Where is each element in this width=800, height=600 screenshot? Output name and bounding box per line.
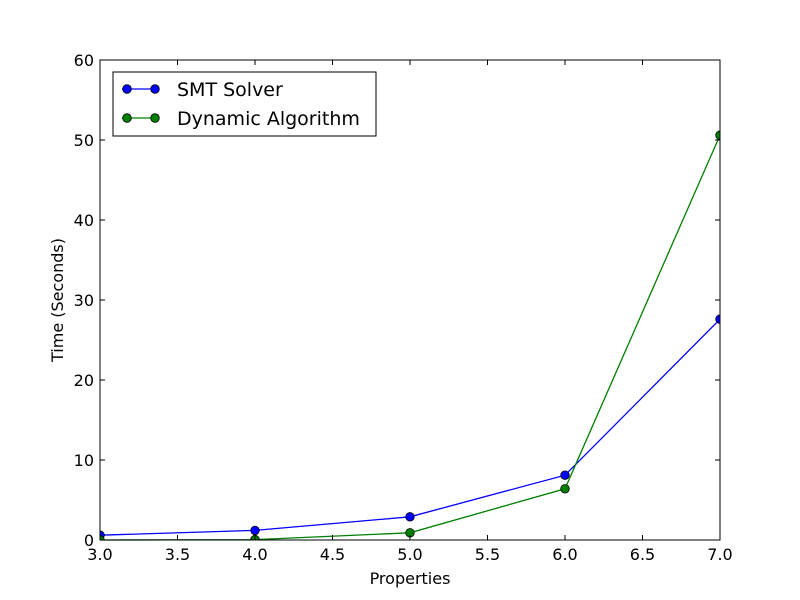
x-tick-label: 3.0 (87, 545, 112, 564)
x-tick-label: 3.5 (165, 545, 190, 564)
y-tick-label: 20 (74, 371, 94, 390)
legend-item: Dynamic Algorithm (122, 108, 360, 130)
legend-marker (150, 84, 160, 94)
legend-label: SMT Solver (177, 79, 283, 101)
ticks-layer: 3.0 3.5 4.0 4.5 5.0 5.5 6.0 6.5 7.0 0 10 20 30 40 50 60 (74, 51, 733, 564)
series-smt-solver (99, 314, 721, 540)
series-dynamic-algorithm (99, 130, 721, 541)
data-point (715, 130, 720, 140)
data-point (100, 535, 105, 540)
series-line (99, 134, 721, 541)
legend-marker (150, 113, 160, 123)
y-tick-label: 50 (74, 131, 94, 150)
x-tick-label: 6.5 (630, 545, 655, 564)
x-tick-label: 5.0 (397, 545, 422, 564)
y-tick-label: 60 (74, 51, 94, 70)
legend-marker (122, 113, 132, 123)
x-tick-label: 4.0 (242, 545, 267, 564)
x-tick-label: 7.0 (707, 545, 732, 564)
x-tick-label: 4.5 (320, 545, 345, 564)
x-axis-label: Properties (370, 569, 451, 588)
y-tick-label: 30 (74, 291, 94, 310)
series-line (99, 318, 721, 536)
data-point (560, 484, 570, 494)
y-tick-label: 40 (74, 211, 94, 230)
data-point (250, 525, 260, 536)
y-axis-label: Time (Seconds) (48, 238, 67, 363)
legend-item: SMT Solver (122, 79, 283, 101)
data-point (715, 314, 720, 324)
legend-box (112, 71, 377, 137)
series-layer (99, 130, 721, 541)
x-tick-label: 6.0 (552, 545, 577, 564)
x-tick-label: 5.5 (475, 545, 500, 564)
legend-marker (122, 84, 132, 94)
data-point (560, 470, 570, 480)
y-tick-label: 0 (84, 531, 94, 550)
legend-label: Dynamic Algorithm (177, 108, 360, 130)
data-point (405, 512, 415, 522)
legend: SMT Solver Dynamic Algorithm (112, 71, 377, 137)
y-tick-label: 10 (74, 451, 94, 470)
